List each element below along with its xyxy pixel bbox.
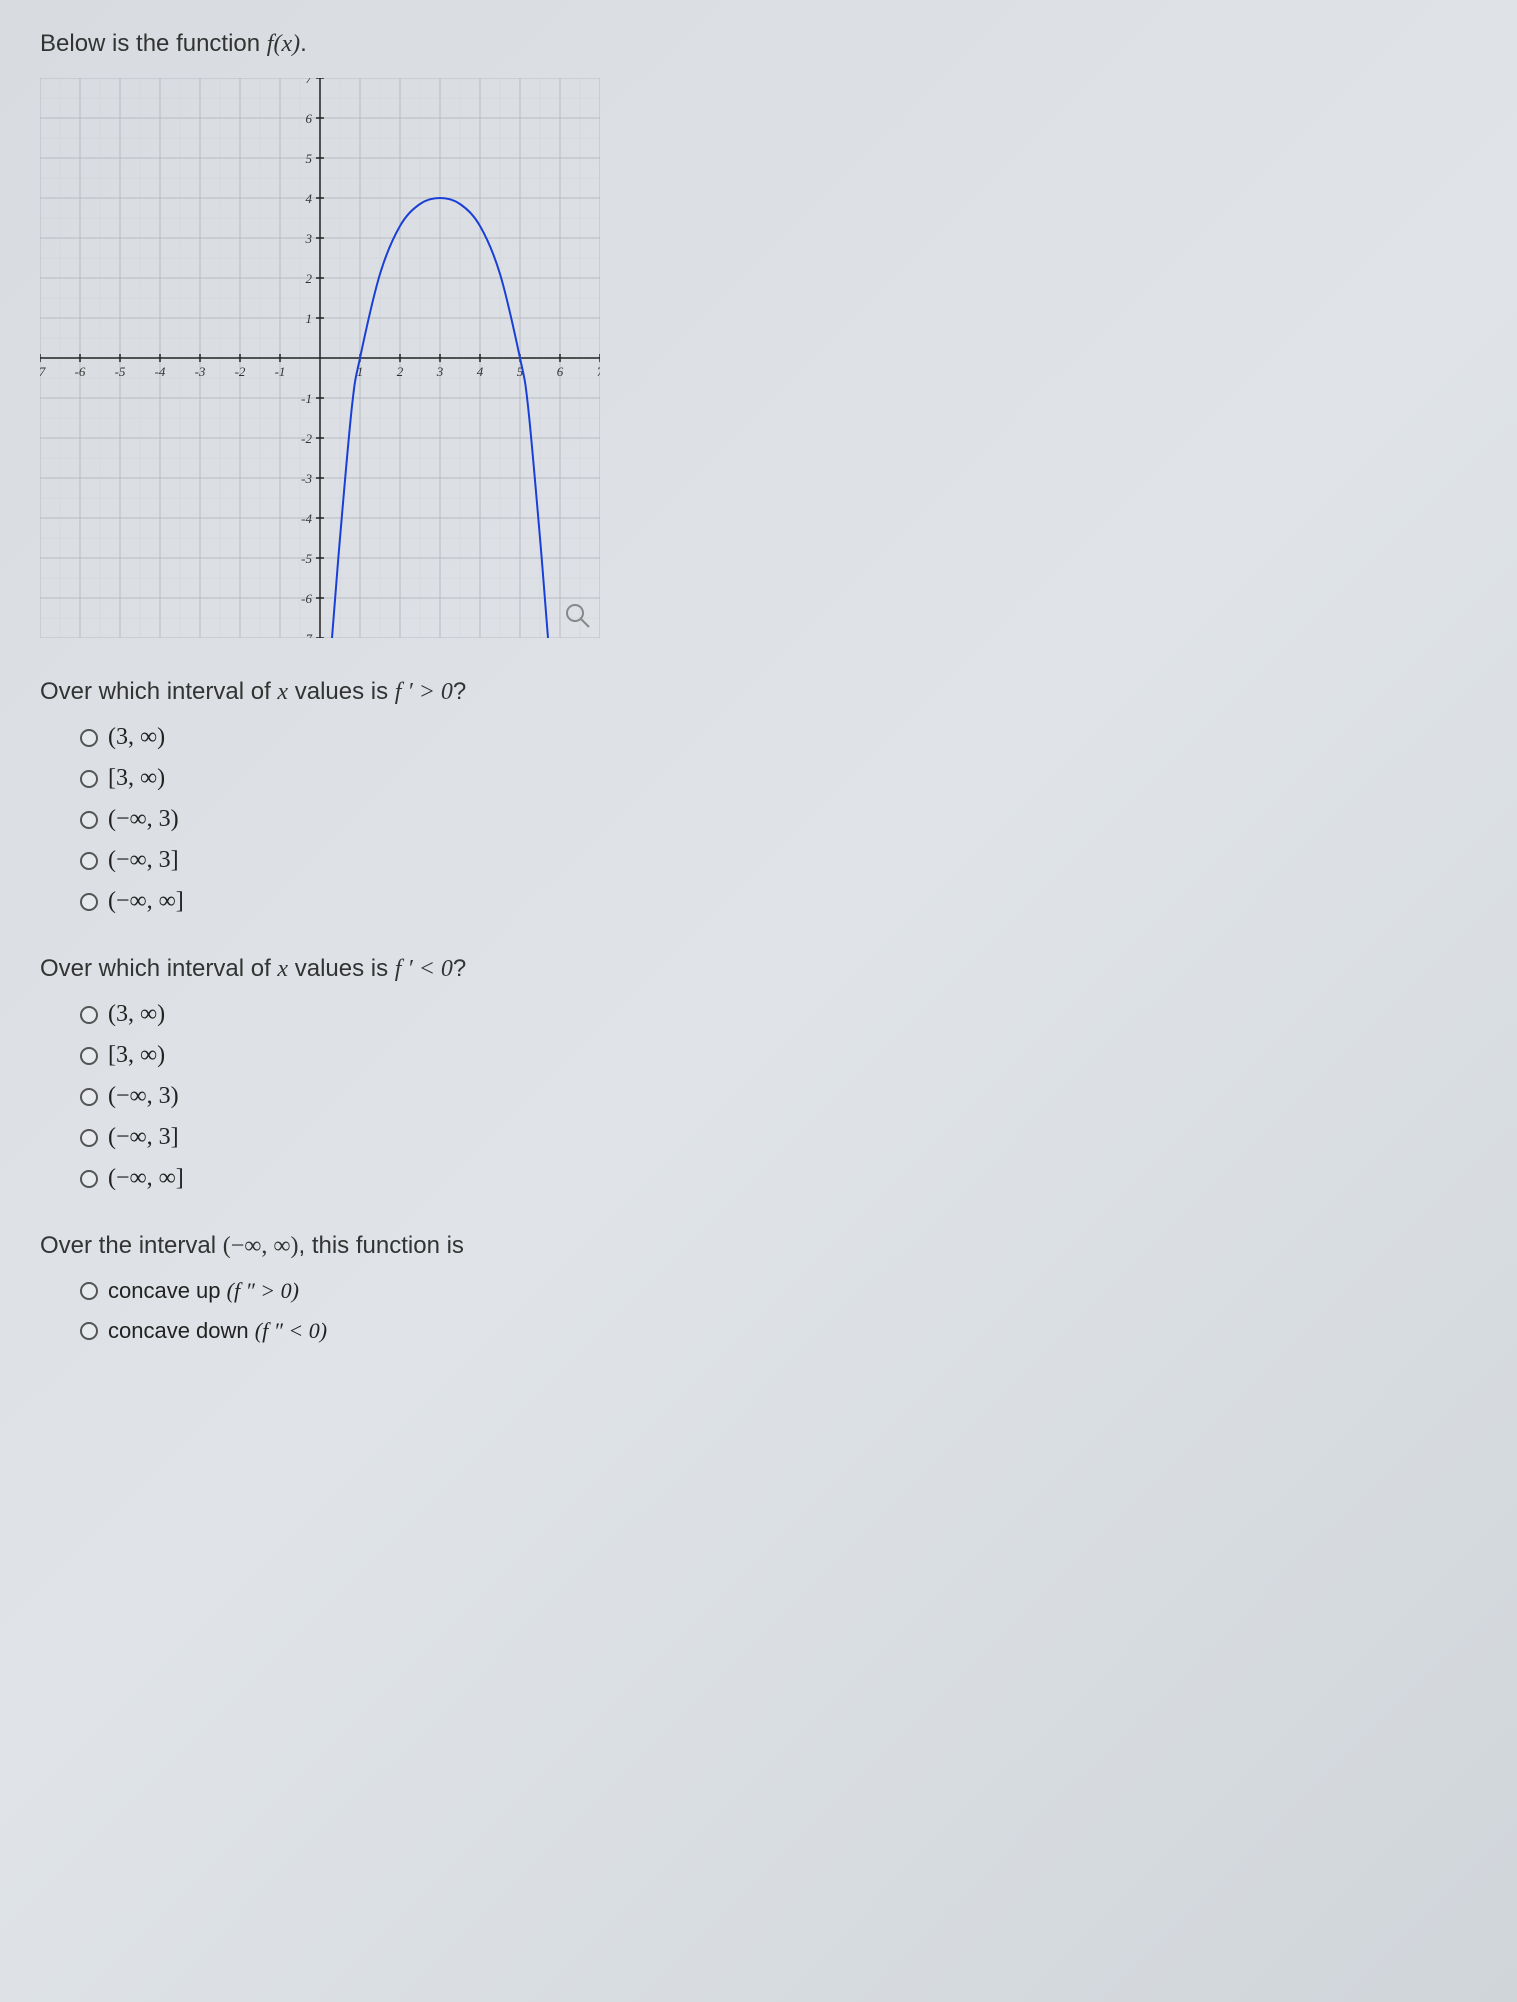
q2-expr: f ′ < 0	[395, 956, 453, 982]
svg-text:-5: -5	[115, 364, 126, 379]
radio-icon[interactable]	[80, 1129, 98, 1147]
graph-container: -7-6-5-4-3-2-11234567-7-6-5-4-3-2-112345…	[40, 78, 600, 638]
q2-option[interactable]: (3, ∞)	[80, 1001, 1477, 1028]
q2-option[interactable]: (−∞, 3]	[80, 1124, 1477, 1151]
q3-option[interactable]: concave down (f ″ < 0)	[80, 1318, 1477, 1344]
q1-option-label: (−∞, 3]	[108, 847, 179, 874]
radio-icon[interactable]	[80, 1006, 98, 1024]
svg-text:-6: -6	[75, 364, 86, 379]
radio-icon[interactable]	[80, 811, 98, 829]
svg-text:6: 6	[306, 111, 313, 126]
radio-icon[interactable]	[80, 1088, 98, 1106]
q1-option-label: [3, ∞)	[108, 765, 165, 792]
q3-option[interactable]: concave up (f ″ > 0)	[80, 1278, 1477, 1304]
svg-text:-3: -3	[195, 364, 206, 379]
svg-text:-7: -7	[301, 631, 312, 638]
intro-prefix: Below is the function	[40, 30, 267, 57]
q1-mid: values is	[288, 678, 395, 705]
q2-option-label: (−∞, 3)	[108, 1083, 179, 1110]
q2-prefix: Over which interval of	[40, 955, 277, 982]
q2-option-label: (−∞, ∞]	[108, 1165, 184, 1192]
radio-icon[interactable]	[80, 770, 98, 788]
q1-option-label: (−∞, ∞]	[108, 888, 184, 915]
svg-text:4: 4	[477, 364, 484, 379]
function-graph: -7-6-5-4-3-2-11234567-7-6-5-4-3-2-112345…	[40, 78, 600, 638]
q1-prompt: Over which interval of x values is f ′ >…	[40, 678, 1477, 706]
svg-text:6: 6	[557, 364, 564, 379]
radio-icon[interactable]	[80, 852, 98, 870]
intro-func: f(x)	[267, 31, 300, 57]
q2-option[interactable]: [3, ∞)	[80, 1042, 1477, 1069]
intro-suffix: .	[300, 30, 307, 57]
svg-text:-5: -5	[301, 551, 312, 566]
q1-option[interactable]: (−∞, 3]	[80, 847, 1477, 874]
q2-option[interactable]: (−∞, 3)	[80, 1083, 1477, 1110]
svg-text:-2: -2	[235, 364, 246, 379]
svg-text:-6: -6	[301, 591, 312, 606]
q2-option-label: (−∞, 3]	[108, 1124, 179, 1151]
question-3: Over the interval (−∞, ∞), this function…	[40, 1232, 1477, 1344]
radio-icon[interactable]	[80, 1282, 98, 1300]
q2-mid: values is	[288, 955, 395, 982]
svg-text:-4: -4	[301, 511, 312, 526]
radio-icon[interactable]	[80, 1322, 98, 1340]
svg-text:7: 7	[597, 364, 600, 379]
q1-option[interactable]: (−∞, 3)	[80, 806, 1477, 833]
q3-suffix: , this function is	[299, 1232, 464, 1259]
q1-option-label: (3, ∞)	[108, 724, 165, 751]
radio-icon[interactable]	[80, 1047, 98, 1065]
q2-options: (3, ∞) [3, ∞) (−∞, 3) (−∞, 3] (−∞, ∞]	[40, 1001, 1477, 1192]
svg-text:5: 5	[306, 151, 313, 166]
q2-prompt: Over which interval of x values is f ′ <…	[40, 955, 1477, 983]
q1-option[interactable]: (3, ∞)	[80, 724, 1477, 751]
radio-icon[interactable]	[80, 893, 98, 911]
svg-text:3: 3	[436, 364, 444, 379]
q3-prompt: Over the interval (−∞, ∞), this function…	[40, 1232, 1477, 1260]
q1-option[interactable]: (−∞, ∞]	[80, 888, 1477, 915]
q1-var: x	[277, 679, 288, 705]
q3-interval: (−∞, ∞)	[223, 1233, 299, 1259]
intro-text: Below is the function f(x).	[40, 30, 1477, 58]
svg-text:-1: -1	[301, 391, 312, 406]
svg-text:-4: -4	[155, 364, 166, 379]
svg-text:2: 2	[306, 271, 313, 286]
svg-text:2: 2	[397, 364, 404, 379]
q1-option[interactable]: [3, ∞)	[80, 765, 1477, 792]
radio-icon[interactable]	[80, 729, 98, 747]
q2-suffix: ?	[453, 955, 466, 982]
q1-expr: f ′ > 0	[395, 679, 453, 705]
svg-text:1: 1	[306, 311, 313, 326]
radio-icon[interactable]	[80, 1170, 98, 1188]
svg-text:-3: -3	[301, 471, 312, 486]
svg-text:7: 7	[306, 78, 313, 86]
q1-prefix: Over which interval of	[40, 678, 277, 705]
q3-prefix: Over the interval	[40, 1232, 223, 1259]
q2-option[interactable]: (−∞, ∞]	[80, 1165, 1477, 1192]
q2-option-label: [3, ∞)	[108, 1042, 165, 1069]
q1-options: (3, ∞) [3, ∞) (−∞, 3) (−∞, 3] (−∞, ∞]	[40, 724, 1477, 915]
svg-text:3: 3	[305, 231, 313, 246]
q3-options: concave up (f ″ > 0) concave down (f ″ < …	[40, 1278, 1477, 1344]
svg-text:-1: -1	[275, 364, 286, 379]
q1-option-label: (−∞, 3)	[108, 806, 179, 833]
q2-var: x	[277, 956, 288, 982]
q3-option-label: concave up (f ″ > 0)	[108, 1278, 299, 1304]
q2-option-label: (3, ∞)	[108, 1001, 165, 1028]
svg-text:-7: -7	[40, 364, 46, 379]
q3-option-label: concave down (f ″ < 0)	[108, 1318, 327, 1344]
zoom-icon	[567, 605, 589, 627]
question-2: Over which interval of x values is f ′ <…	[40, 955, 1477, 1192]
q1-suffix: ?	[453, 678, 466, 705]
svg-text:4: 4	[306, 191, 313, 206]
svg-text:-2: -2	[301, 431, 312, 446]
question-1: Over which interval of x values is f ′ >…	[40, 678, 1477, 915]
